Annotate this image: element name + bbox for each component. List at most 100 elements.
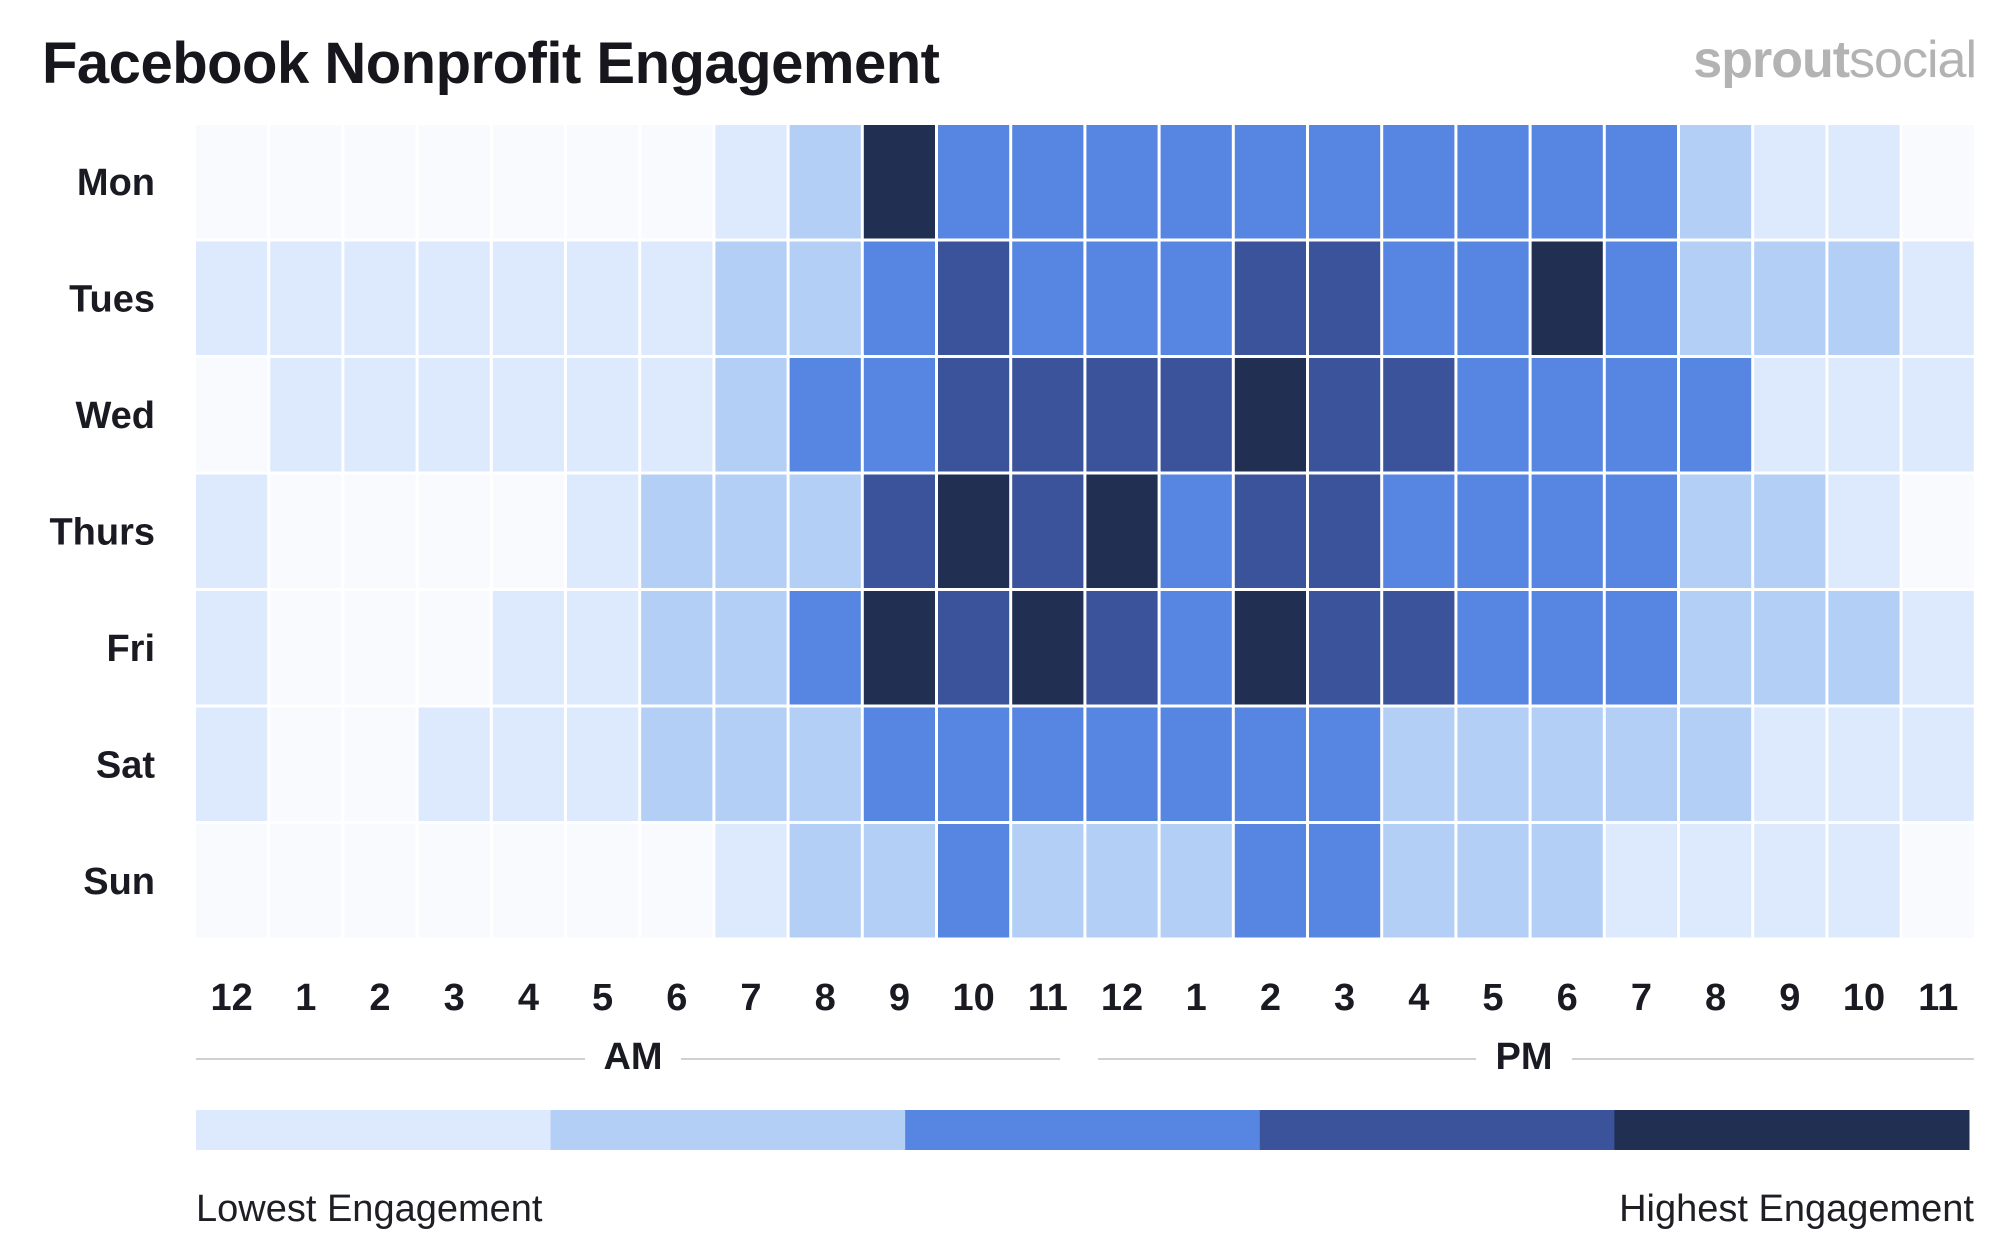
heatmap-cell xyxy=(344,125,416,239)
hour-tick-label: 1 xyxy=(295,977,316,1019)
heatmap-cell xyxy=(1828,824,1900,938)
logo-text-social: social xyxy=(1849,31,1977,89)
hour-tick-label: 9 xyxy=(1779,977,1800,1019)
hour-tick-label: 10 xyxy=(1843,977,1885,1019)
heatmap-cell xyxy=(641,125,713,239)
hour-tick-label: 6 xyxy=(666,977,687,1019)
heatmap-cell xyxy=(715,125,787,239)
heatmap-cell xyxy=(1605,358,1677,472)
heatmap-cell xyxy=(1383,591,1455,705)
heatmap-cell xyxy=(1828,358,1900,472)
heatmap-cell xyxy=(1457,474,1529,588)
heatmap-cell xyxy=(492,358,564,472)
sproutsocial-logo: sproutsocial xyxy=(1693,30,1977,90)
heatmap-cell xyxy=(1754,591,1826,705)
hour-tick-label: 10 xyxy=(952,977,994,1019)
hour-tick-label: 1 xyxy=(1186,977,1207,1019)
hour-tick-label: 11 xyxy=(1028,977,1068,1019)
heatmap-cell xyxy=(344,358,416,472)
heatmap-cell xyxy=(1605,241,1677,355)
heatmap-cell xyxy=(1309,241,1381,355)
heatmap-cell xyxy=(1680,241,1752,355)
heatmap-cell xyxy=(1234,707,1306,821)
heatmap-cell xyxy=(863,241,935,355)
heatmap-cell xyxy=(1902,125,1974,239)
hour-tick-label: 9 xyxy=(889,977,910,1019)
heatmap-cell xyxy=(1828,591,1900,705)
heatmap-cell xyxy=(1531,824,1603,938)
heatmap-cell xyxy=(1680,824,1752,938)
heatmap-cell xyxy=(938,824,1010,938)
heatmap-cell xyxy=(1086,824,1158,938)
heatmap-cell xyxy=(1012,358,1084,472)
heatmap-cell xyxy=(1828,474,1900,588)
heatmap-cell xyxy=(1086,591,1158,705)
heatmap-cell xyxy=(1383,241,1455,355)
heatmap-cell xyxy=(492,474,564,588)
heatmap-cell xyxy=(418,474,490,588)
heatmap-cell xyxy=(1160,358,1232,472)
row-label: Wed xyxy=(75,395,155,437)
heatmap-cell xyxy=(715,824,787,938)
heatmap-cell xyxy=(1457,707,1529,821)
period-label: PM xyxy=(1496,1036,1553,1078)
heatmap-cell xyxy=(863,824,935,938)
heatmap-cell xyxy=(938,474,1010,588)
heatmap-cell xyxy=(1160,474,1232,588)
heatmap-cell xyxy=(1605,707,1677,821)
legend-segment xyxy=(1614,1110,1970,1150)
heatmap-cell xyxy=(1828,241,1900,355)
heatmap-cell xyxy=(492,707,564,821)
legend-segment xyxy=(905,1110,1261,1150)
heatmap-cell xyxy=(641,358,713,472)
heatmap-cell xyxy=(567,358,639,472)
hour-tick-label: 12 xyxy=(210,977,252,1019)
heatmap-cell xyxy=(1680,474,1752,588)
heatmap-cell xyxy=(1309,474,1381,588)
heatmap-cell xyxy=(196,707,268,821)
heatmap-cell xyxy=(938,241,1010,355)
hour-tick-label: 7 xyxy=(1631,977,1652,1019)
hour-tick-label: 4 xyxy=(1408,977,1429,1019)
heatmap-cell xyxy=(715,591,787,705)
heatmap-cell xyxy=(1086,474,1158,588)
heatmap-cell xyxy=(1234,125,1306,239)
heatmap-cell xyxy=(938,707,1010,821)
heatmap-cell xyxy=(938,358,1010,472)
heatmap-cell xyxy=(1309,591,1381,705)
heatmap-cell xyxy=(641,241,713,355)
hour-tick-label: 12 xyxy=(1101,977,1143,1019)
heatmap-cell xyxy=(1383,824,1455,938)
heatmap-cell xyxy=(1086,125,1158,239)
heatmap-cell xyxy=(1902,358,1974,472)
heatmap-cell xyxy=(1680,358,1752,472)
heatmap-cell xyxy=(270,707,342,821)
heatmap-cell xyxy=(1012,591,1084,705)
heatmap-cell xyxy=(1531,591,1603,705)
hour-tick-label: 2 xyxy=(369,977,390,1019)
heatmap-cell xyxy=(567,824,639,938)
heatmap-cell xyxy=(863,474,935,588)
heatmap-cell xyxy=(1457,241,1529,355)
heatmap-cell xyxy=(1531,241,1603,355)
heatmap-cell xyxy=(418,707,490,821)
heatmap-cell xyxy=(492,125,564,239)
heatmap-cell xyxy=(196,358,268,472)
hour-tick-label: 5 xyxy=(1482,977,1503,1019)
heatmap-cell xyxy=(1754,707,1826,821)
heatmap-cell xyxy=(1383,358,1455,472)
heatmap-cell xyxy=(863,125,935,239)
heatmap-cell xyxy=(938,125,1010,239)
heatmap-cell xyxy=(1012,707,1084,821)
heatmap-cell xyxy=(1012,474,1084,588)
row-label: Fri xyxy=(106,628,155,670)
heatmap-cell xyxy=(1012,824,1084,938)
heatmap-cell xyxy=(567,707,639,821)
heatmap-cell xyxy=(344,707,416,821)
heatmap-cell xyxy=(1457,591,1529,705)
heatmap-cell xyxy=(1160,591,1232,705)
heatmap-cell xyxy=(196,824,268,938)
heatmap-cell xyxy=(863,707,935,821)
heatmap-cell xyxy=(270,358,342,472)
heatmap-cell xyxy=(863,591,935,705)
